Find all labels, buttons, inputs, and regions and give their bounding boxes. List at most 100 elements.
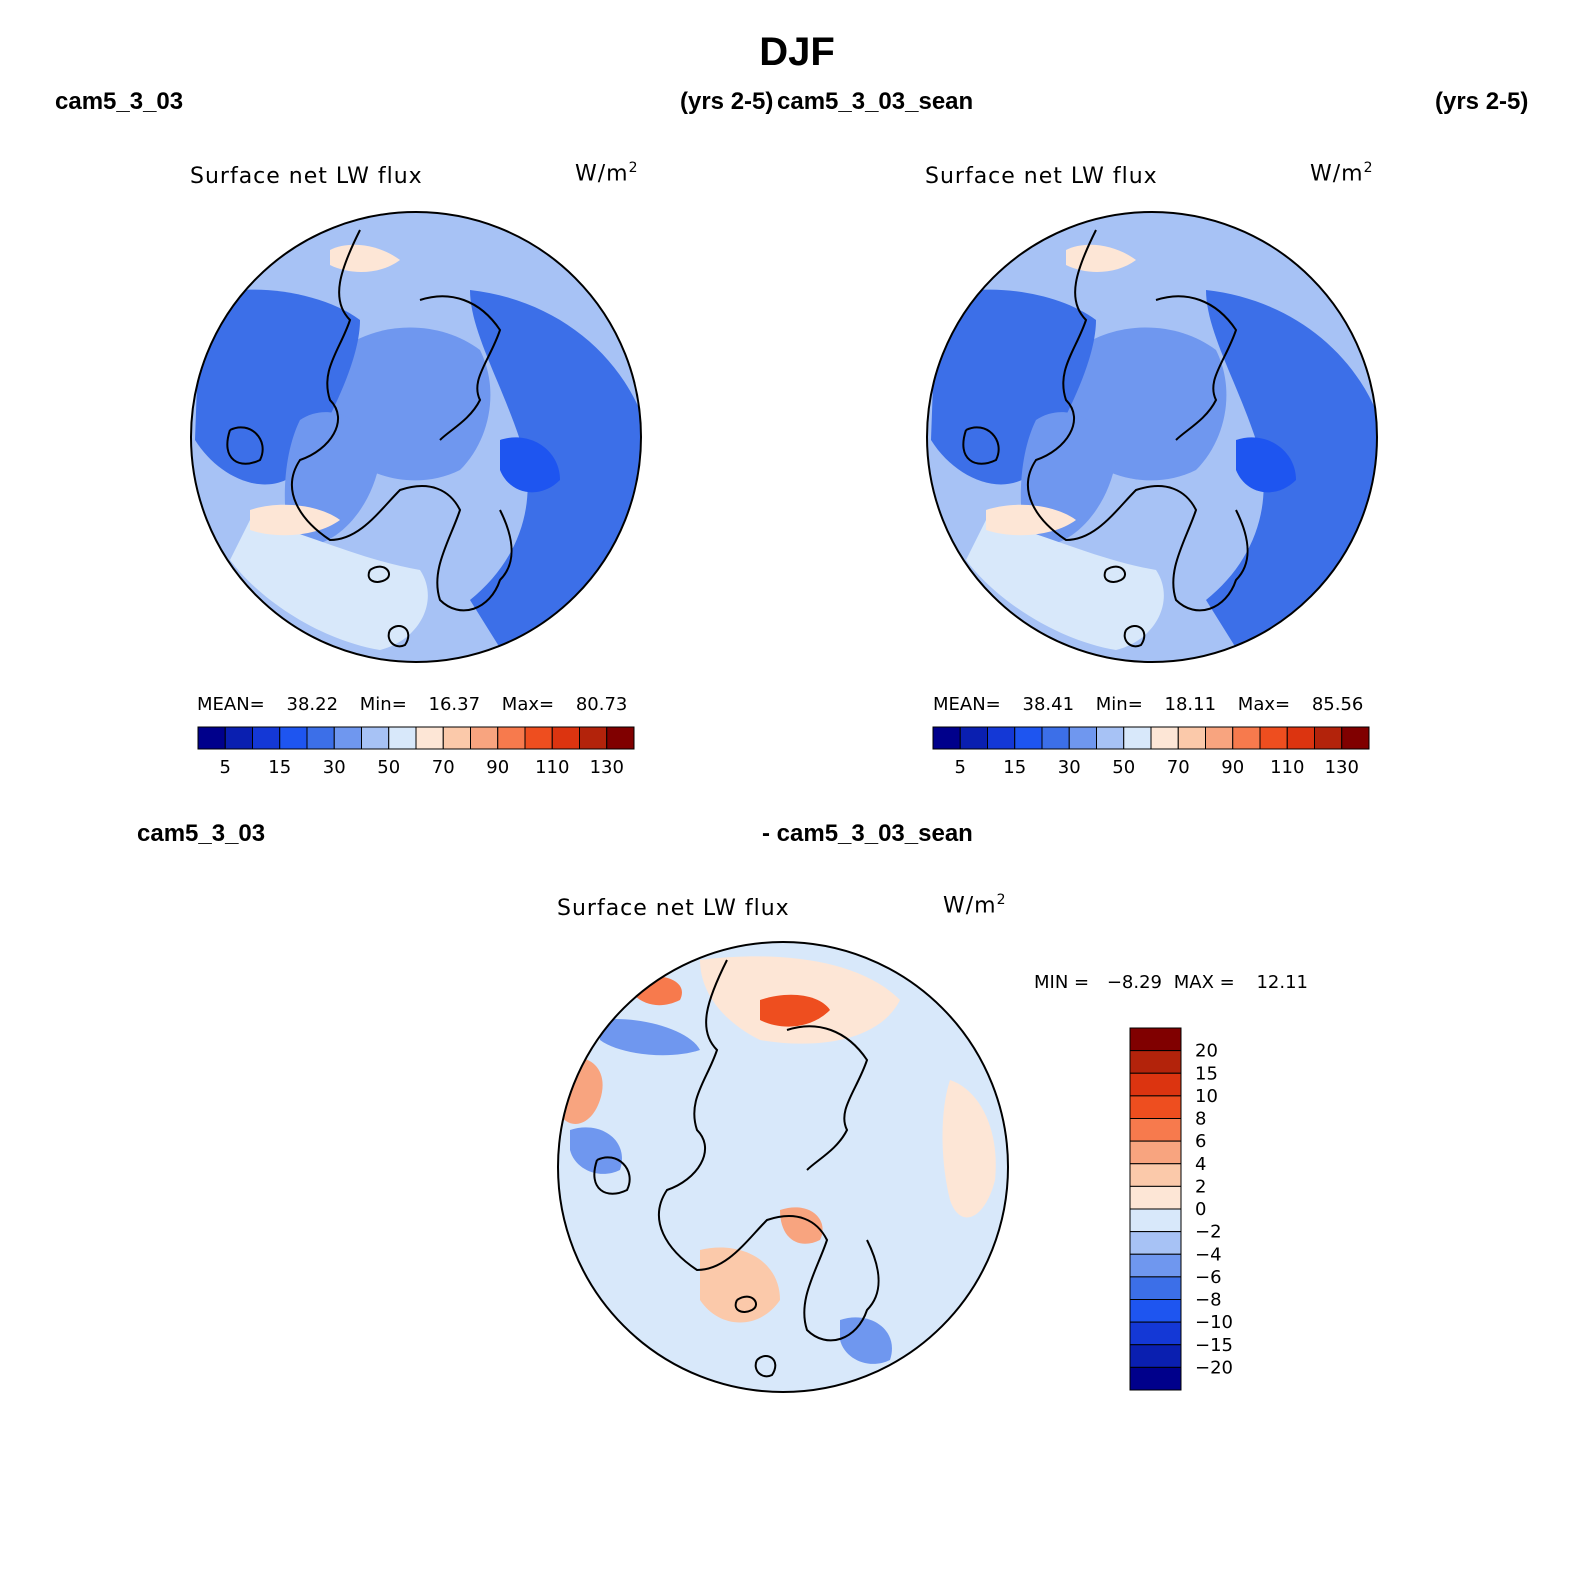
panel2-max-label: Max=	[1237, 694, 1291, 715]
panel2-colorbar: 5 15 30 50 70 90 110 130	[932, 726, 1370, 778]
panel2-title: Surface net LW flux	[925, 164, 1158, 189]
panel3-colorbar-tick-label: −8	[1195, 1290, 1222, 1311]
panel2-colorbar-box	[1286, 726, 1315, 750]
panel2-colorbar-tick-label: 30	[1058, 757, 1081, 778]
panel3-colorbar-box	[1129, 1072, 1182, 1097]
panel1-colorbar-box	[497, 726, 526, 750]
panel2-colorbar-box	[1068, 726, 1097, 750]
panel2-min-value: 18.11	[1164, 694, 1217, 715]
panel3-colorbar-box	[1129, 1163, 1182, 1187]
panel1-mean-value: 38.22	[286, 694, 339, 715]
panel2-mean-label: MEAN=	[933, 694, 1001, 715]
panel2-map-border	[926, 211, 1378, 663]
panel3-colorbar-tick-label: 0	[1195, 1199, 1206, 1220]
panel3-colorbar-box	[1129, 1366, 1182, 1391]
panel1-units-exponent: 2	[628, 160, 639, 176]
panel3-map	[557, 941, 1009, 1393]
panel3-colorbar-tick-label: −10	[1195, 1312, 1233, 1333]
panel1-title: Surface net LW flux	[190, 164, 423, 189]
panel3-colorbar-tick-label: 15	[1195, 1063, 1218, 1084]
panel1-colorbar-box	[197, 726, 226, 750]
panel1-colorbar-box	[579, 726, 608, 750]
panel2-colorbar-tick-label: 130	[1325, 757, 1359, 778]
panel1-colorbar-tick-label: 70	[432, 757, 455, 778]
figure-title: DJF	[759, 30, 835, 74]
panel3-colorbar-box	[1129, 1321, 1182, 1346]
panel2-colorbar-tick-label: 50	[1112, 757, 1135, 778]
top-left-years-label: (yrs 2-5)	[680, 88, 774, 115]
panel1-colorbar-tick-label: 50	[377, 757, 400, 778]
panel3-colorbar-box	[1129, 1299, 1182, 1323]
panel3-colorbar-box	[1129, 1185, 1182, 1210]
panel3-colorbar-tick-label: 6	[1195, 1131, 1206, 1152]
panel2-units-text: W/m	[1310, 161, 1364, 187]
panel3-land-outline	[593, 959, 880, 1378]
panel2-stats: MEAN= 38.41 Min= 18.11 Max= 85.56	[933, 694, 1363, 715]
panel2-land-outline	[962, 229, 1249, 648]
panel3-colorbar-tick-label: −20	[1195, 1357, 1233, 1378]
panel1-colorbar-box	[388, 726, 417, 750]
panel1-colorbar-box	[415, 726, 444, 750]
panel1-colorbar-box	[470, 726, 499, 750]
panel3-warm-core-north	[760, 994, 830, 1027]
panel3-units: W/m2	[943, 892, 1007, 918]
panel1-colorbar-box	[333, 726, 362, 750]
panel1-colorbar-box	[442, 726, 471, 750]
panel3-colorbar-box	[1129, 1344, 1182, 1368]
panel3-colorbar-box	[1129, 1208, 1182, 1233]
panel1-warm-patch	[250, 504, 340, 536]
panel1-stats: MEAN= 38.22 Min= 16.37 Max= 80.73	[197, 694, 627, 715]
panel2-atlantic-field	[966, 520, 1164, 650]
panel2-colorbar-box	[1096, 726, 1125, 750]
top-right-case-label: cam5_3_03_sean	[777, 88, 974, 115]
panel3-colorbar-tick-label: −2	[1195, 1222, 1222, 1243]
panel3-colorbar-tick-label: 10	[1195, 1086, 1218, 1107]
panel3-colorbar-box	[1129, 1231, 1182, 1255]
panel3-max-label: MAX =	[1173, 972, 1235, 993]
panel3-colorbar-tick-label: −4	[1195, 1244, 1222, 1265]
panel3-colorbar-tick-label: 4	[1195, 1154, 1206, 1175]
panel3-units-text: W/m	[943, 893, 997, 919]
panel3-colorbar-box	[1129, 1276, 1182, 1300]
panel3-colorbar-box	[1129, 1027, 1182, 1052]
panel3-colorbar-tick-label: 2	[1195, 1176, 1206, 1197]
panel2-colorbar-box	[1177, 726, 1206, 750]
panel1-land-outline	[226, 229, 513, 648]
panel3-cold-field-nw	[600, 1019, 700, 1056]
panel2-units: W/m2	[1310, 160, 1374, 186]
panel3-cold-field-se	[840, 1317, 892, 1364]
panel3-colorbar-tick-label: 20	[1195, 1041, 1218, 1062]
panel1-colorbar-tick-label: 30	[323, 757, 346, 778]
panel1-colorbar-box	[606, 726, 635, 750]
panel1-max-label: Max=	[501, 694, 555, 715]
panel2-map	[926, 211, 1378, 663]
panel1-colorbar-box	[361, 726, 390, 750]
panel2-colorbar-box	[959, 726, 988, 750]
panel2-colorbar-box	[1341, 726, 1370, 750]
panel3-stats: MIN = −8.29 MAX = 12.11	[1034, 972, 1308, 993]
panel2-colorbar-tick-label: 90	[1221, 757, 1244, 778]
panel2-min-label: Min=	[1095, 694, 1143, 715]
panel1-colorbar-tick-label: 90	[486, 757, 509, 778]
panel2-colorbar-box	[1205, 726, 1234, 750]
top-left-case-label: cam5_3_03	[55, 88, 184, 115]
panel1-colorbar-tick-label: 130	[590, 757, 624, 778]
panel3-warm-field-east	[942, 1080, 996, 1218]
panel2-colorbar-tick-label: 70	[1167, 757, 1190, 778]
panel3-min-value: −8.29	[1106, 972, 1163, 993]
panel3-colorbar-box	[1129, 1095, 1182, 1119]
panel2-warm-patch	[986, 504, 1076, 536]
panel2-colorbar-box	[1232, 726, 1261, 750]
panel2-warm-patch-north	[1066, 244, 1136, 272]
panel2-colorbar-box	[1150, 726, 1179, 750]
panel3-colorbar-tick-label: −15	[1195, 1335, 1233, 1356]
bottom-right-case-label: - cam5_3_03_sean	[762, 820, 973, 847]
panel2-mean-value: 38.41	[1022, 694, 1075, 715]
panel2-colorbar-tick-label: 5	[955, 757, 966, 778]
panel1-colorbar-box	[551, 726, 580, 750]
panel3-colorbar-tick-label: 8	[1195, 1109, 1206, 1130]
top-right-years-label: (yrs 2-5)	[1435, 88, 1529, 115]
panel2-colorbar-box	[987, 726, 1016, 750]
